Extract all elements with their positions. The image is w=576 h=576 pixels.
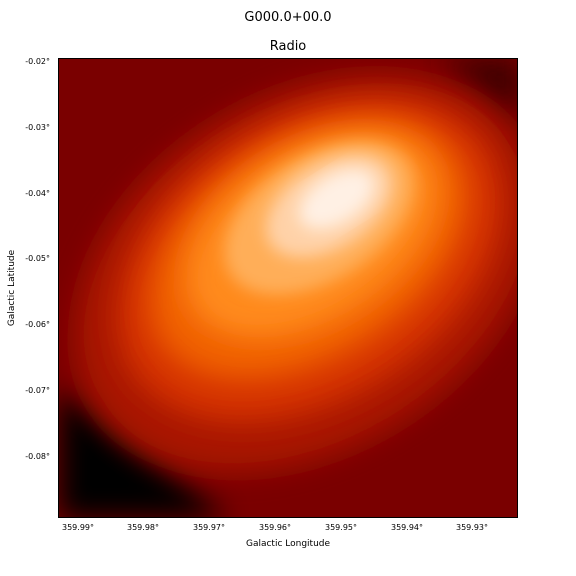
x-tick-label: 359.94° xyxy=(391,523,423,532)
y-tick-label: -0.07° xyxy=(25,386,50,395)
y-tick-label: -0.02° xyxy=(25,57,50,66)
panel-title: Radio xyxy=(269,39,307,54)
y-tick-label: -0.08° xyxy=(25,452,50,461)
y-axis-label: Galactic Latitude xyxy=(7,249,17,327)
y-tick-label: -0.04° xyxy=(25,189,50,198)
x-tick-label: 359.96° xyxy=(259,523,291,532)
x-tick-label: 359.95° xyxy=(325,523,357,532)
figure-title: G000.0+00.0 xyxy=(244,10,332,25)
x-tick-label: 359.93° xyxy=(456,523,488,532)
radio-heatmap xyxy=(59,59,517,517)
x-tick-label: 359.97° xyxy=(193,523,225,532)
y-tick-label: -0.05° xyxy=(25,254,50,263)
x-tick-label: 359.98° xyxy=(127,523,159,532)
x-axis-label: Galactic Longitude xyxy=(245,539,331,549)
y-tick-label: -0.03° xyxy=(25,123,50,132)
x-tick-label: 359.99° xyxy=(62,523,94,532)
radio-image xyxy=(58,58,518,518)
y-tick-label: -0.06° xyxy=(25,320,50,329)
